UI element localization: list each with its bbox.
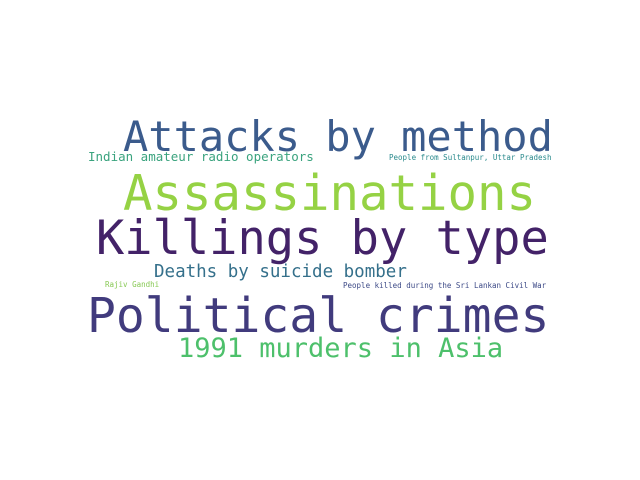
word-assassinations: Assassinations bbox=[123, 165, 537, 222]
word-deaths-by-suicide-bomber: Deaths by suicide bomber bbox=[154, 262, 407, 282]
word-attacks-by-method: Attacks by method bbox=[123, 112, 553, 161]
word-rajiv-gandhi: Rajiv Gandhi bbox=[105, 280, 160, 289]
word-1991-murders-in-asia: 1991 murders in Asia bbox=[178, 333, 504, 364]
word-killings-by-type: Killings by type bbox=[96, 211, 549, 266]
word-people-from-sultanpur: People from Sultanpur, Uttar Pradesh bbox=[389, 153, 552, 162]
word-political-crimes: Political crimes bbox=[87, 288, 550, 344]
word-sri-lankan-civil-war: People killed during the Sri Lankan Civi… bbox=[343, 281, 547, 290]
word-indian-amateur-radio-operators: Indian amateur radio operators bbox=[88, 149, 314, 164]
